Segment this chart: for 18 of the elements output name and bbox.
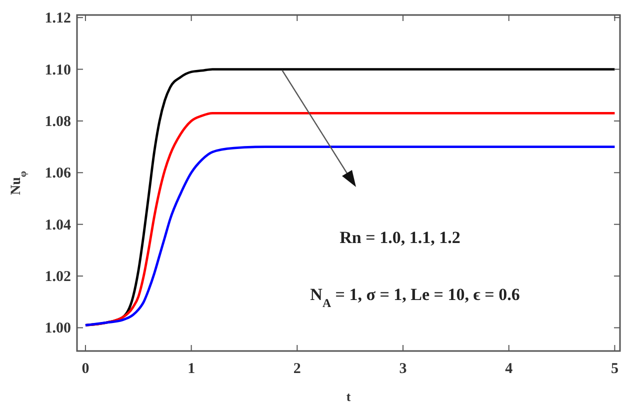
y-tick-label: 1.08 xyxy=(44,114,71,130)
annotation: N$_{A}$ = 1, σ = 1, Le = 10, ϵ = 0.6 xyxy=(310,285,520,310)
annotation: Rn = 1.0, 1.1, 1.2 xyxy=(340,228,460,247)
y-tick-label: 1.10 xyxy=(44,62,71,78)
y-tick-label: 1.04 xyxy=(44,217,72,234)
y-tick-label: 1.02 xyxy=(44,269,71,286)
x-axis-title: t xyxy=(346,389,352,404)
y-tick-label: 1.06 xyxy=(44,166,72,182)
x-tick-label: 5 xyxy=(610,361,618,377)
line-series xyxy=(84,112,616,326)
x-tick-label: 1 xyxy=(188,361,196,377)
y-tick-label: 1.00 xyxy=(44,320,71,337)
x-tick-label: 2 xyxy=(293,361,301,377)
line-series xyxy=(84,146,616,326)
x-tick-label: 4 xyxy=(505,361,514,377)
x-tick-label: 3 xyxy=(399,361,407,377)
y-tick-label: 1.12 xyxy=(44,10,71,27)
x-tick-label: 0 xyxy=(82,361,90,377)
